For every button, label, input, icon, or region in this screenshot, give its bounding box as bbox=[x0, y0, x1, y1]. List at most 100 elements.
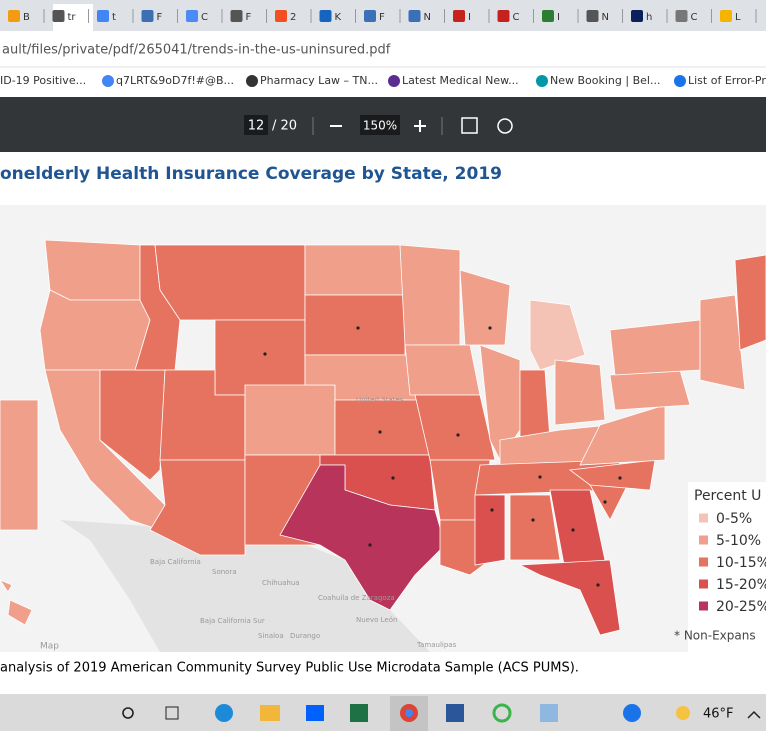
tab-icon[interactable] bbox=[675, 10, 688, 22]
legend-label: 15-20% bbox=[716, 577, 766, 593]
zoom[interactable]: 150% bbox=[363, 119, 397, 133]
mexico bbox=[60, 520, 430, 652]
tab-icon[interactable] bbox=[141, 10, 154, 22]
map-label: Nuevo León bbox=[356, 616, 397, 624]
legend-swatch bbox=[699, 579, 708, 589]
tab-icon[interactable] bbox=[230, 10, 243, 22]
legend-title: Percent U bbox=[694, 488, 761, 504]
legend-swatch bbox=[699, 557, 708, 567]
tab-icon[interactable] bbox=[453, 10, 465, 22]
tab-label[interactable]: F bbox=[157, 12, 163, 23]
fit-icon[interactable] bbox=[461, 117, 478, 134]
tab-icon[interactable] bbox=[542, 10, 554, 22]
tab-icon[interactable] bbox=[275, 10, 287, 22]
tab-icon[interactable] bbox=[52, 10, 65, 22]
bookmark-icon[interactable] bbox=[102, 75, 114, 87]
tab-label[interactable]: I bbox=[468, 12, 471, 23]
tray-arrow[interactable] bbox=[747, 710, 761, 719]
map-label: Durango bbox=[290, 632, 320, 640]
tab-label[interactable]: F bbox=[379, 12, 385, 23]
rotate-icon[interactable] bbox=[497, 118, 513, 134]
tab-label[interactable]: K bbox=[335, 12, 342, 23]
legend-label: 0-5% bbox=[716, 511, 752, 527]
tab-icon[interactable] bbox=[720, 10, 732, 22]
non-expansion-markers bbox=[263, 326, 622, 587]
legend-swatch bbox=[699, 513, 708, 523]
zoom-in[interactable] bbox=[414, 120, 426, 132]
page-total: / 20 bbox=[272, 119, 297, 134]
map-label: Chihuahua bbox=[262, 579, 300, 587]
page-number[interactable]: 12 bbox=[248, 119, 265, 134]
legend-swatch bbox=[699, 601, 708, 611]
tab-label[interactable]: h bbox=[646, 12, 652, 23]
tab-label[interactable]: L bbox=[735, 12, 741, 23]
app-icon-2[interactable] bbox=[540, 704, 558, 722]
tab-icon[interactable] bbox=[8, 10, 20, 22]
bookmark-icon[interactable] bbox=[388, 75, 400, 87]
tab-label[interactable]: tr bbox=[68, 12, 77, 23]
edge-icon[interactable] bbox=[215, 704, 233, 722]
tab-label[interactable]: N bbox=[602, 12, 609, 23]
map-label: United States bbox=[356, 396, 404, 404]
states bbox=[0, 239, 766, 636]
legend-note: * Non-Expans bbox=[674, 629, 756, 643]
taskbar bbox=[0, 694, 766, 731]
bookmark[interactable]: ID-19 Positive... bbox=[0, 74, 86, 87]
tab-icon[interactable] bbox=[97, 10, 109, 22]
legend-bg bbox=[688, 482, 766, 652]
bookmark[interactable]: New Booking | Bel... bbox=[550, 74, 660, 87]
excel-icon[interactable] bbox=[350, 704, 368, 722]
map-label: Baja California Sur bbox=[200, 617, 265, 625]
bookmark-icon[interactable] bbox=[674, 75, 686, 87]
tab-label[interactable]: C bbox=[513, 12, 520, 23]
bookmarks-bar bbox=[0, 67, 766, 97]
zoom-box[interactable] bbox=[360, 115, 400, 135]
tab-label[interactable]: C bbox=[201, 12, 208, 23]
map-label: Coahuila de Zaragoza bbox=[318, 594, 395, 602]
search-icon[interactable] bbox=[122, 707, 134, 719]
bookmark-icon[interactable] bbox=[536, 75, 548, 87]
doc-title: onelderly Health Insurance Coverage by S… bbox=[0, 164, 502, 184]
legend-swatch bbox=[699, 535, 708, 545]
page-box[interactable] bbox=[244, 115, 268, 135]
word-icon[interactable] bbox=[446, 704, 464, 722]
tab-icon[interactable] bbox=[497, 10, 510, 22]
legend-label: 20-25% bbox=[716, 599, 766, 615]
tab-label[interactable]: C bbox=[691, 12, 698, 23]
bookmark-icon[interactable] bbox=[246, 75, 258, 87]
tab-icon[interactable] bbox=[631, 10, 643, 22]
tab-icon[interactable] bbox=[408, 10, 421, 22]
map-label: Sinaloa bbox=[258, 632, 284, 640]
dropbox-icon[interactable] bbox=[306, 705, 324, 721]
tab-label[interactable]: F bbox=[246, 12, 252, 23]
bookmark[interactable]: Latest Medical New... bbox=[402, 74, 519, 87]
tab-icon[interactable] bbox=[319, 10, 332, 22]
weather[interactable]: 46°F bbox=[703, 707, 734, 722]
bookmark[interactable]: Pharmacy Law – TN... bbox=[260, 74, 378, 87]
url[interactable]: ault/files/private/pdf/265041/trends-in-… bbox=[2, 43, 391, 58]
legend-label: 10-15% bbox=[716, 555, 766, 571]
map-label: Tamaulipas bbox=[416, 641, 457, 649]
weather-icon[interactable] bbox=[676, 706, 690, 720]
legend-label: 5-10% bbox=[716, 533, 761, 549]
help-icon[interactable] bbox=[623, 704, 641, 722]
app-icon[interactable] bbox=[492, 703, 512, 723]
task-view[interactable] bbox=[165, 706, 179, 720]
bookmark[interactable]: List of Error-Pr bbox=[688, 74, 766, 87]
bookmark[interactable]: q7LRT&9oD7f!#@B... bbox=[116, 74, 234, 87]
tab-icon[interactable] bbox=[586, 10, 599, 22]
tab-label[interactable]: N bbox=[424, 12, 431, 23]
map-label: Baja California bbox=[150, 558, 201, 566]
map-label: Map bbox=[40, 642, 59, 652]
tab-label[interactable]: 2 bbox=[290, 12, 296, 23]
tab-icon[interactable] bbox=[364, 10, 376, 22]
tab-label[interactable]: I bbox=[557, 12, 560, 23]
tab-icon[interactable] bbox=[186, 10, 198, 22]
tab-label[interactable]: B bbox=[23, 12, 30, 23]
map-label: Sonora bbox=[212, 568, 237, 576]
footnote: analysis of 2019 American Community Surv… bbox=[0, 661, 579, 676]
address-bar bbox=[0, 31, 766, 67]
explorer-icon[interactable] bbox=[260, 705, 280, 721]
tab-label[interactable]: t bbox=[112, 12, 116, 23]
